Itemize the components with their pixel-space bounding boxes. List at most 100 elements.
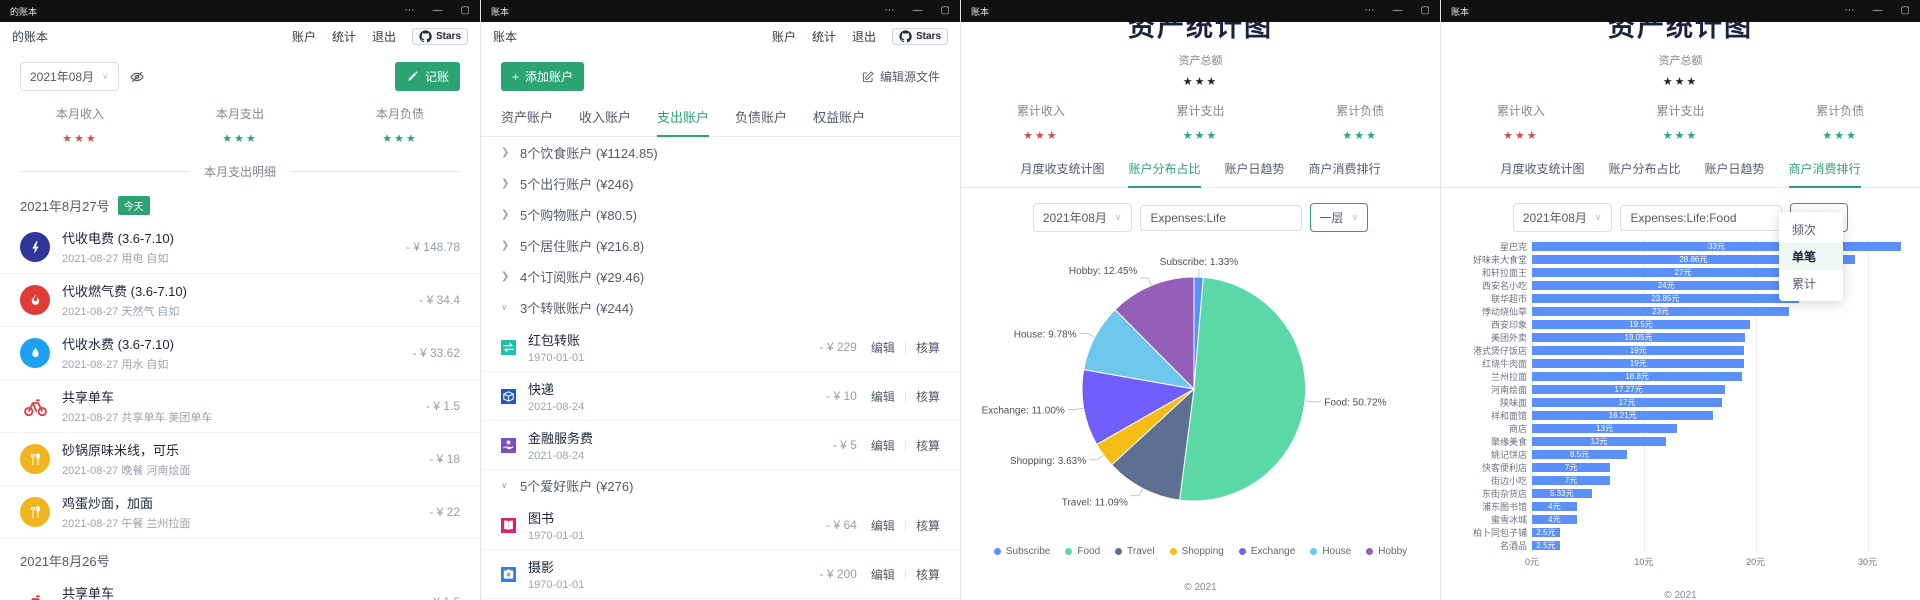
bar[interactable]: 7元 bbox=[1532, 476, 1611, 485]
tab-月度收支统计图[interactable]: 月度收支统计图 bbox=[1500, 162, 1585, 176]
month-select[interactable]: 2021年08月 ∨ bbox=[1512, 203, 1612, 232]
action-核算[interactable]: 核算 bbox=[915, 518, 940, 533]
menu-item-累计[interactable]: 累计 bbox=[1792, 277, 1817, 291]
legend-item-Food[interactable]: Food bbox=[1065, 546, 1100, 557]
bar[interactable]: 19.5元 bbox=[1532, 320, 1751, 329]
nav-item-统计[interactable]: 统计 bbox=[811, 29, 836, 44]
chevron-right-icon[interactable]: ❯ bbox=[501, 147, 510, 158]
account-group-row[interactable]: ❯ 4个订阅账户 (¥29.46) bbox=[481, 261, 960, 292]
tab-支出账户[interactable]: 支出账户 bbox=[657, 107, 710, 137]
window-menu-icon[interactable]: ⋯ bbox=[884, 5, 895, 16]
pie-slice-Travel[interactable] bbox=[1110, 387, 1195, 501]
account-filter-input[interactable]: Expenses:Life:Food bbox=[1619, 204, 1782, 231]
tab-账户日趋势[interactable]: 账户日趋势 bbox=[1704, 162, 1765, 176]
account-group-row[interactable]: ∨ 3个转账账户 (¥244) bbox=[481, 292, 960, 323]
bar[interactable]: 24元 bbox=[1532, 281, 1801, 290]
bar[interactable]: 19元 bbox=[1532, 346, 1745, 355]
bar[interactable]: 8.5元 bbox=[1532, 450, 1628, 459]
window-menu-icon[interactable]: ⋯ bbox=[1844, 5, 1855, 16]
bar[interactable]: 19.05元 bbox=[1532, 333, 1746, 342]
nav-item-账户[interactable]: 账户 bbox=[771, 29, 796, 44]
window-maximize-icon[interactable]: ▢ bbox=[1900, 5, 1910, 16]
transaction-row[interactable]: 砂锅原味米线，可乐 2021-08-27 晚餐 河南烩面 - ¥ 18 bbox=[0, 433, 480, 486]
bar[interactable]: 5.33元 bbox=[1532, 489, 1592, 498]
eye-off-icon[interactable] bbox=[129, 69, 145, 85]
account-row[interactable]: 摄影 1970-01-01 - ¥ 200 编辑 | 核算 bbox=[481, 550, 960, 599]
account-filter-input[interactable]: Expenses:Life bbox=[1139, 204, 1302, 231]
window-minimize-icon[interactable]: — bbox=[1392, 5, 1403, 16]
action-核算[interactable]: 核算 bbox=[915, 567, 940, 582]
account-group-row[interactable]: ∨ 5个爱好账户 (¥276) bbox=[481, 470, 960, 501]
transaction-row[interactable]: 代收水费 (3.6-7.10) 2021-08-27 用水 自如 - ¥ 33.62 bbox=[0, 327, 480, 380]
chevron-down-icon[interactable]: ∨ bbox=[501, 302, 508, 312]
window-menu-icon[interactable]: ⋯ bbox=[1364, 5, 1375, 16]
bar[interactable]: 17.27元 bbox=[1532, 385, 1726, 394]
tab-负债账户[interactable]: 负债账户 bbox=[735, 110, 788, 125]
window-maximize-icon[interactable]: ▢ bbox=[460, 5, 470, 16]
chevron-right-icon[interactable]: ❯ bbox=[501, 178, 510, 189]
transaction-row[interactable]: 代收电费 (3.6-7.10) 2021-08-27 用电 自如 - ¥ 148.7… bbox=[0, 221, 480, 274]
account-group-row[interactable]: ❯ 8个饮食账户 (¥1124.85) bbox=[481, 137, 960, 168]
transaction-row[interactable]: 代收燃气费 (3.6-7.10) 2021-08-27 天然气 自如 - ¥ 34.… bbox=[0, 274, 480, 327]
account-group-row[interactable]: ❯ 5个出行账户 (¥246) bbox=[481, 168, 960, 199]
account-group-row[interactable]: ❯ 5个购物账户 (¥80.5) bbox=[481, 199, 960, 230]
action-核算[interactable]: 核算 bbox=[915, 389, 940, 404]
chevron-right-icon[interactable]: ❯ bbox=[501, 271, 510, 282]
legend-item-Travel[interactable]: Travel bbox=[1115, 546, 1155, 557]
nav-item-统计[interactable]: 统计 bbox=[331, 29, 356, 44]
tab-月度收支统计图[interactable]: 月度收支统计图 bbox=[1020, 162, 1105, 176]
github-stars-button[interactable]: Stars bbox=[891, 27, 948, 45]
edit-source-link[interactable]: 编辑源文件 bbox=[861, 68, 940, 85]
window-maximize-icon[interactable]: ▢ bbox=[940, 5, 950, 16]
window-minimize-icon[interactable]: — bbox=[432, 5, 443, 16]
window-maximize-icon[interactable]: ▢ bbox=[1420, 5, 1430, 16]
bar[interactable]: 23.85元 bbox=[1532, 294, 1799, 303]
action-编辑[interactable]: 编辑 bbox=[870, 518, 895, 533]
transaction-row[interactable]: 共享单车 2021-08-27 共享单车 美团单车 - ¥ 1.5 bbox=[0, 380, 480, 433]
legend-item-Shopping[interactable]: Shopping bbox=[1169, 546, 1224, 557]
action-核算[interactable]: 核算 bbox=[915, 340, 940, 355]
bar[interactable]: 33元 bbox=[1532, 242, 1902, 251]
account-row[interactable]: 快递 2021-08-24 - ¥ 10 编辑 | 核算 bbox=[481, 372, 960, 421]
legend-item-Hobby[interactable]: Hobby bbox=[1366, 546, 1407, 557]
tab-商户消费排行[interactable]: 商户消费排行 bbox=[1308, 162, 1381, 176]
account-row[interactable]: 金融服务费 2021-08-24 - ¥ 5 编辑 | 核算 bbox=[481, 421, 960, 470]
tab-账户日趋势[interactable]: 账户日趋势 bbox=[1224, 162, 1285, 176]
bar[interactable]: 16.21元 bbox=[1532, 411, 1714, 420]
tab-权益账户[interactable]: 权益账户 bbox=[813, 110, 866, 125]
action-编辑[interactable]: 编辑 bbox=[870, 389, 895, 404]
chevron-down-icon[interactable]: ∨ bbox=[501, 480, 508, 490]
account-row[interactable]: 图书 1970-01-01 - ¥ 64 编辑 | 核算 bbox=[481, 501, 960, 550]
add-account-button[interactable]: + 添加账户 bbox=[501, 62, 585, 91]
tab-收入账户[interactable]: 收入账户 bbox=[579, 110, 632, 125]
bar[interactable]: 4元 bbox=[1532, 502, 1577, 511]
pie-slice-Exchange[interactable] bbox=[1081, 369, 1196, 446]
legend-item-Exchange[interactable]: Exchange bbox=[1238, 546, 1295, 557]
bar[interactable]: 12元 bbox=[1532, 437, 1667, 446]
action-核算[interactable]: 核算 bbox=[915, 438, 940, 453]
tab-账户分布占比[interactable]: 账户分布占比 bbox=[1128, 160, 1201, 188]
window-minimize-icon[interactable]: — bbox=[1872, 5, 1883, 16]
nav-item-账户[interactable]: 账户 bbox=[291, 29, 316, 44]
chevron-right-icon[interactable]: ❯ bbox=[501, 240, 510, 251]
bar[interactable]: 17元 bbox=[1532, 398, 1723, 407]
month-select[interactable]: 2021年08月 ∨ bbox=[20, 62, 119, 91]
tab-账户分布占比[interactable]: 账户分布占比 bbox=[1608, 162, 1681, 176]
window-menu-icon[interactable]: ⋯ bbox=[404, 5, 415, 16]
legend-item-House[interactable]: House bbox=[1310, 546, 1351, 557]
bar[interactable]: 28.86元 bbox=[1532, 255, 1855, 264]
tab-商户消费排行[interactable]: 商户消费排行 bbox=[1788, 160, 1861, 188]
window-minimize-icon[interactable]: — bbox=[912, 5, 923, 16]
record-button[interactable]: 记账 bbox=[394, 62, 460, 91]
tab-资产账户[interactable]: 资产账户 bbox=[501, 110, 554, 125]
action-编辑[interactable]: 编辑 bbox=[870, 438, 895, 453]
legend-item-Subscribe[interactable]: Subscribe bbox=[993, 546, 1050, 557]
github-stars-button[interactable]: Stars bbox=[411, 27, 468, 45]
bar[interactable]: 23元 bbox=[1532, 307, 1790, 316]
action-编辑[interactable]: 编辑 bbox=[870, 567, 895, 582]
bar[interactable]: 4元 bbox=[1532, 515, 1577, 524]
bar[interactable]: 2.5元 bbox=[1532, 541, 1560, 550]
bar[interactable]: 2.5元 bbox=[1532, 528, 1560, 537]
chevron-right-icon[interactable]: ❯ bbox=[501, 209, 510, 220]
bar[interactable]: 7元 bbox=[1532, 463, 1611, 472]
